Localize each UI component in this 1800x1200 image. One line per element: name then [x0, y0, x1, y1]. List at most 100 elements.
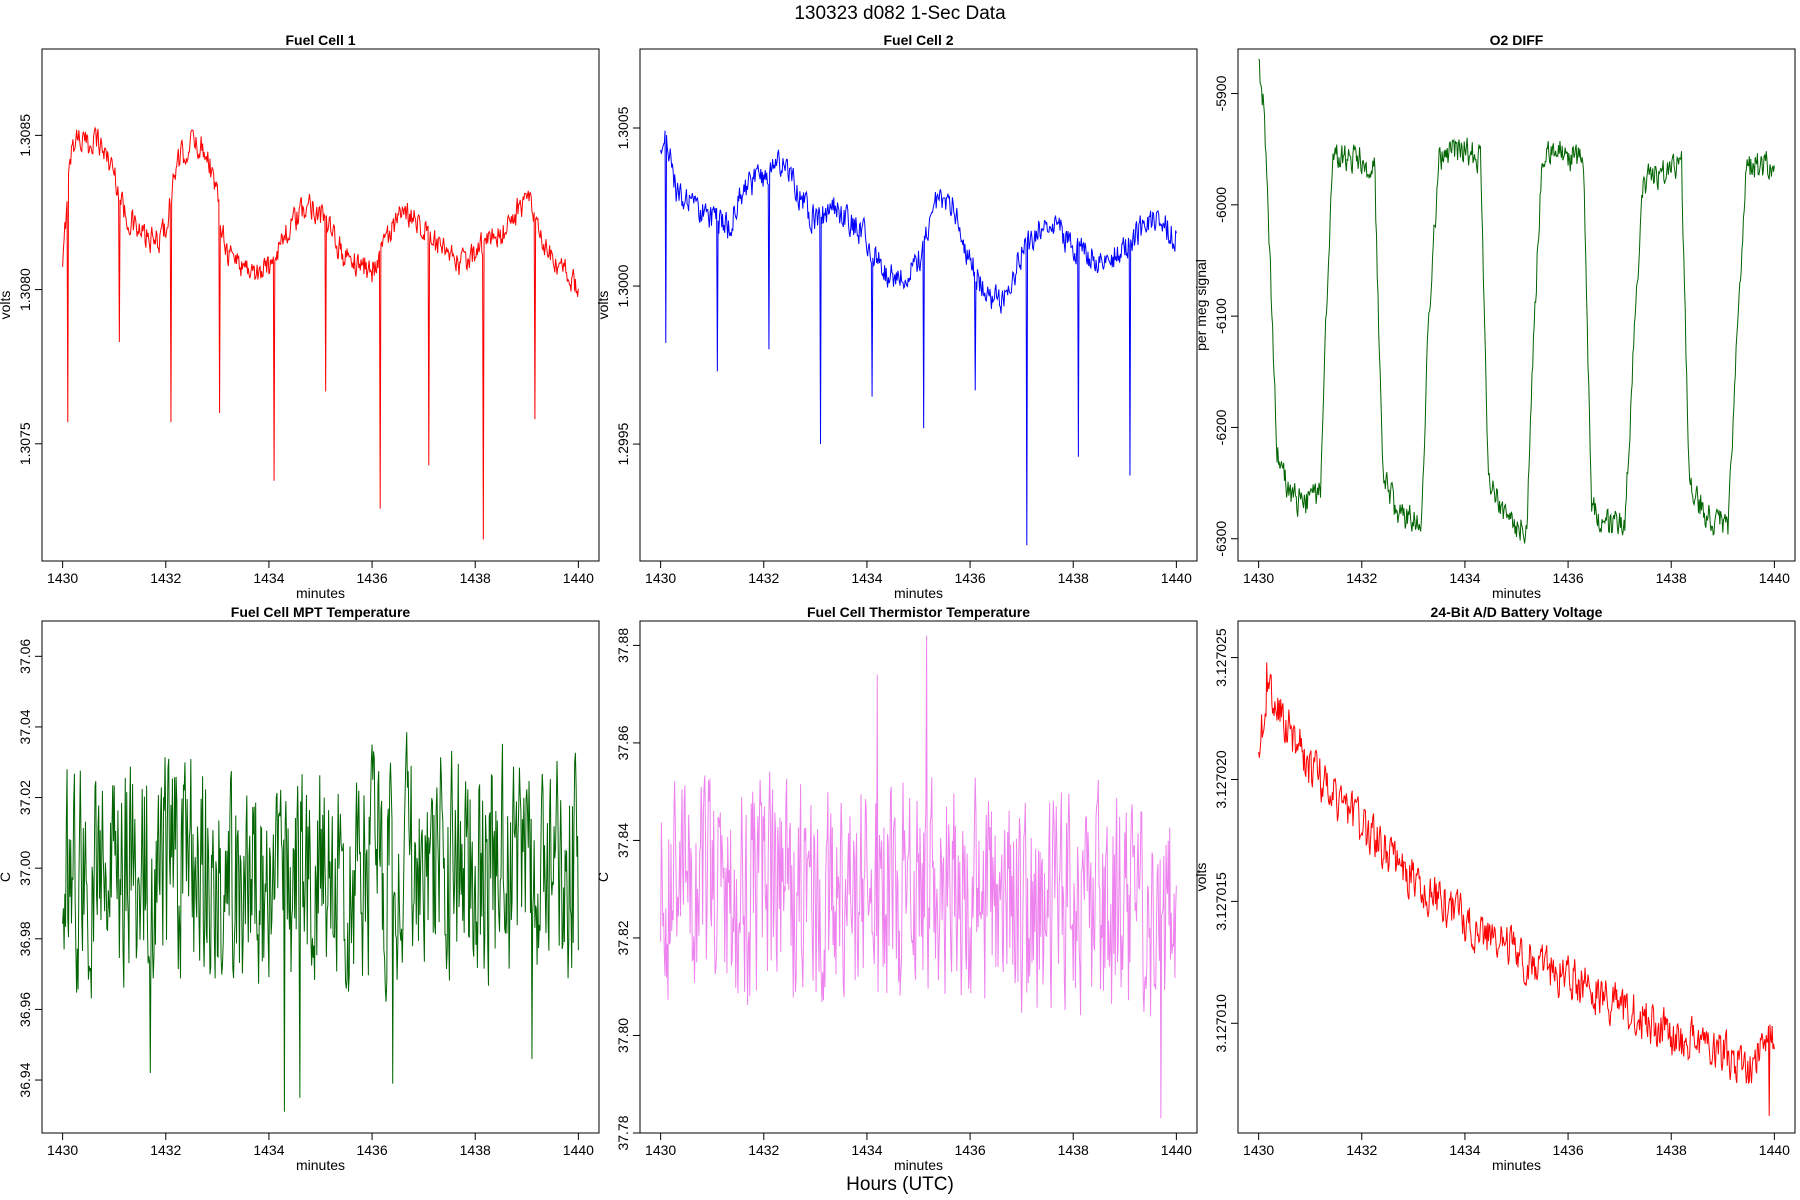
chart-panel-3: O2 DIFF 1430 1432 1434 1436 1438 1440 minutes -6… [1193, 32, 1796, 601]
x-axis-label: minutes [296, 585, 345, 601]
series-line [660, 130, 1177, 546]
x-tick-label: 1432 [748, 1142, 779, 1158]
y-axis-label: C [0, 872, 13, 882]
plot-frame [639, 48, 1198, 562]
x-tick-label: 1438 [460, 570, 491, 586]
y-tick-label: 1.3075 [17, 422, 33, 465]
x-tick-label: 1440 [563, 570, 594, 586]
x-tick-label: 1438 [1656, 1142, 1687, 1158]
y-tick-label: 37.82 [615, 920, 631, 955]
y-tick-label: 37.86 [615, 725, 631, 760]
y-axis-label: volts [1193, 863, 1209, 892]
y-tick-label: 37.04 [17, 709, 33, 744]
x-tick-label: 1440 [1161, 1142, 1192, 1158]
series-line [1258, 662, 1775, 1116]
y-tick-label: 3.127010 [1213, 994, 1229, 1053]
x-axis-label: minutes [894, 1157, 943, 1173]
y-axis-label: per meg signal [1193, 259, 1209, 351]
x-axis-label: minutes [1492, 1157, 1541, 1173]
x-tick-label: 1430 [645, 1142, 676, 1158]
x-tick-label: 1440 [1759, 1142, 1790, 1158]
x-tick-label: 1434 [253, 1142, 284, 1158]
y-axis-label: C [595, 872, 611, 882]
y-tick-label: 1.3005 [615, 106, 631, 149]
y-tick-label: 1.3085 [17, 114, 33, 157]
chart-panel-5: Fuel Cell Thermistor Temperature 1430 1432… [595, 604, 1198, 1173]
series-line [62, 732, 579, 1112]
x-tick-label: 1434 [851, 570, 882, 586]
x-tick-label: 1434 [253, 570, 284, 586]
chart-panel-1: Fuel Cell 1 1430 1432 1434 1436 1438 1440 minut… [0, 32, 600, 601]
y-tick-label: 36.98 [17, 921, 33, 956]
plot-frame [1237, 620, 1796, 1134]
y-tick-label: -6200 [1213, 409, 1229, 445]
x-tick-label: 1432 [1346, 1142, 1377, 1158]
y-tick-label: -6000 [1213, 187, 1229, 223]
panel-title: Fuel Cell MPT Temperature [231, 604, 411, 620]
series-line [62, 126, 579, 540]
x-tick-label: 1430 [47, 570, 78, 586]
y-axis-label: volts [595, 291, 611, 320]
y-tick-label: 3.127015 [1213, 872, 1229, 931]
y-tick-label: 37.88 [615, 628, 631, 663]
x-tick-label: 1438 [460, 1142, 491, 1158]
x-tick-label: 1436 [954, 570, 985, 586]
panels: Fuel Cell 1 1430 1432 1434 1436 1438 1440 minut… [0, 32, 1796, 1173]
y-tick-label: 1.3080 [17, 268, 33, 311]
x-tick-label: 1432 [150, 570, 181, 586]
panel-title: O2 DIFF [1490, 32, 1544, 48]
y-tick-label: 36.96 [17, 992, 33, 1027]
plot-frame [41, 620, 600, 1134]
series-line [1258, 58, 1775, 544]
x-axis-label: minutes [1492, 585, 1541, 601]
panel-title: Fuel Cell Thermistor Temperature [807, 604, 1030, 620]
y-tick-label: 37.00 [17, 850, 33, 885]
panel-title: 24-Bit A/D Battery Voltage [1431, 604, 1603, 620]
y-tick-label: 3.127025 [1213, 628, 1229, 687]
x-tick-label: 1440 [563, 1142, 594, 1158]
chart-panel-6: 24-Bit A/D Battery Voltage 1430 1432 1434 14… [1193, 604, 1796, 1173]
x-tick-label: 1434 [851, 1142, 882, 1158]
x-tick-label: 1434 [1449, 570, 1480, 586]
x-tick-label: 1436 [356, 1142, 387, 1158]
y-axis-label: volts [0, 291, 13, 320]
y-tick-label: -5900 [1213, 75, 1229, 111]
x-tick-label: 1438 [1058, 570, 1089, 586]
x-axis-label: minutes [894, 585, 943, 601]
y-tick-label: 37.78 [615, 1115, 631, 1150]
x-tick-label: 1438 [1058, 1142, 1089, 1158]
x-tick-label: 1438 [1656, 570, 1687, 586]
x-tick-label: 1440 [1759, 570, 1790, 586]
x-tick-label: 1432 [1346, 570, 1377, 586]
x-tick-label: 1430 [1243, 1142, 1274, 1158]
x-outer-label: Hours (UTC) [846, 1174, 954, 1195]
y-tick-label: 36.94 [17, 1062, 33, 1097]
y-tick-label: 37.84 [615, 823, 631, 858]
chart-panel-4: Fuel Cell MPT Temperature 1430 1432 1434 143… [0, 604, 600, 1173]
x-tick-label: 1436 [1552, 570, 1583, 586]
y-tick-label: 1.3000 [615, 264, 631, 307]
x-tick-label: 1432 [150, 1142, 181, 1158]
series-line [660, 635, 1177, 1119]
panel-title: Fuel Cell 1 [285, 32, 355, 48]
x-axis-label: minutes [296, 1157, 345, 1173]
y-tick-label: 1.2995 [615, 422, 631, 465]
chart-panel-2: Fuel Cell 2 1430 1432 1434 1436 1438 1440 minut… [595, 32, 1198, 601]
y-tick-label: -6300 [1213, 521, 1229, 557]
x-tick-label: 1434 [1449, 1142, 1480, 1158]
x-tick-label: 1436 [954, 1142, 985, 1158]
plot-frame [639, 620, 1198, 1134]
panel-title: Fuel Cell 2 [883, 32, 953, 48]
x-tick-label: 1440 [1161, 570, 1192, 586]
y-tick-label: 37.06 [17, 639, 33, 674]
plot-frame [41, 48, 600, 562]
x-tick-label: 1436 [1552, 1142, 1583, 1158]
x-tick-label: 1430 [645, 570, 676, 586]
x-tick-label: 1432 [748, 570, 779, 586]
y-tick-label: 3.127020 [1213, 750, 1229, 809]
y-tick-label: 37.02 [17, 780, 33, 815]
main-title: 130323 d082 1-Sec Data [794, 3, 1006, 24]
plot-frame [1237, 48, 1796, 562]
x-tick-label: 1436 [356, 570, 387, 586]
